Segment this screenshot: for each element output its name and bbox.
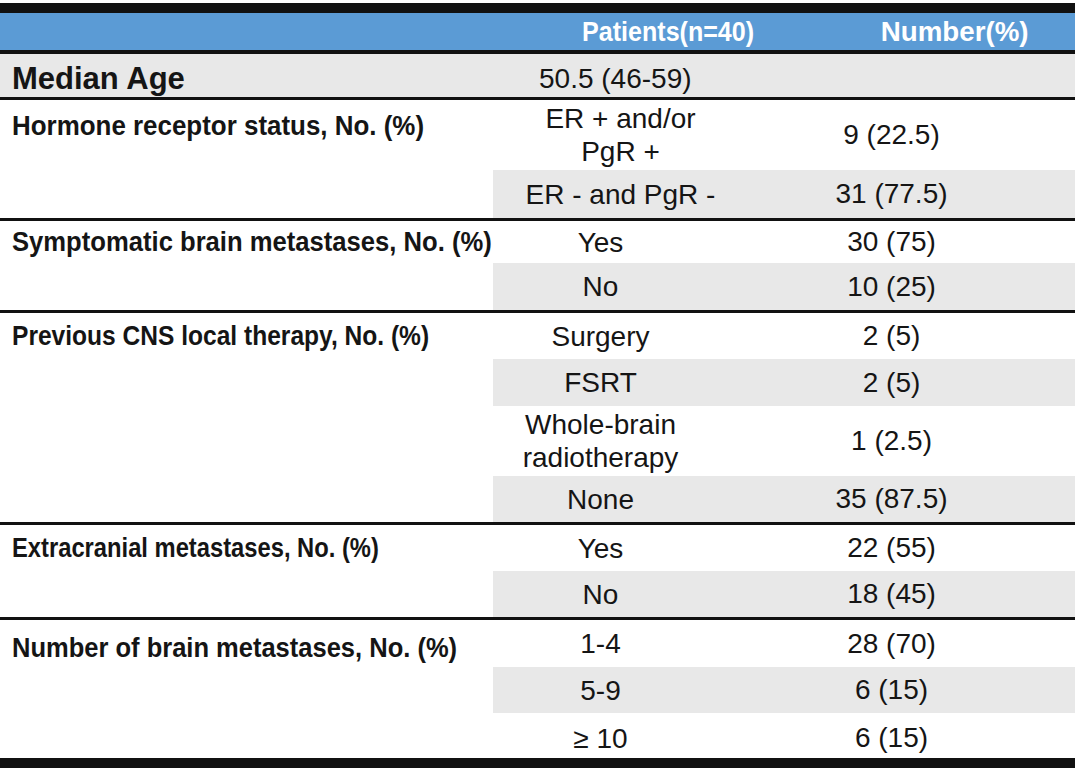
category-cell: Yes [493, 525, 708, 571]
value-cell: 18 (45) [708, 571, 1075, 617]
header-number-label: Number(%) [881, 16, 1029, 48]
row-label-text: Symptomatic brain metastases, No. (%) [12, 226, 492, 258]
value-cell: 6 (15) [708, 667, 1075, 713]
category-cell: No [493, 571, 708, 617]
group-extracranial: Extracranial metastases, No. (%) Yes 22 … [0, 525, 1075, 620]
category-cell: Whole-brain radiotherapy [493, 406, 708, 476]
row-label-previous-cns: Previous CNS local therapy, No. (%) [0, 313, 493, 359]
value-cell: 9 (22.5) [708, 100, 1075, 170]
row-label-symptomatic: Symptomatic brain metastases, No. (%) [0, 221, 493, 263]
category-cell: 1-4 [493, 620, 708, 667]
value-cell: 6 (15) [708, 713, 1075, 758]
row-label-text: Extracranial metastases, No. (%) [12, 532, 379, 564]
category-cell: 50.5 (46-59) [493, 54, 743, 97]
category-cell: ≥ 10 [493, 713, 708, 758]
group-hormone-receptor: Hormone receptor status, No. (%) ER + an… [0, 100, 1075, 221]
value-cell: 30 (75) [708, 221, 1075, 263]
row-label-number-brain-mets: Number of brain metastases, No. (%) [0, 620, 493, 667]
group-symptomatic: Symptomatic brain metastases, No. (%) Ye… [0, 221, 1075, 313]
row-label-text: Number of brain metastases, No. (%) [12, 632, 457, 664]
row-label-median-age: Median Age [0, 54, 493, 97]
category-cell: None [493, 476, 708, 522]
row-label-text: Hormone receptor status, No. (%) [12, 110, 424, 142]
patient-characteristics-table-page: Patients(n=40) Number(%) Median Age 50.5… [0, 0, 1080, 781]
category-cell: ER + and/or PgR + [513, 100, 728, 170]
value-cell: 2 (5) [708, 313, 1075, 359]
row-label-extracranial: Extracranial metastases, No. (%) [0, 525, 493, 571]
category-cell: Surgery [493, 313, 708, 359]
row-label-hormone: Hormone receptor status, No. (%) [0, 100, 493, 152]
value-cell: 22 (55) [708, 525, 1075, 571]
header-empty-cell [0, 13, 493, 50]
patient-characteristics-table: Patients(n=40) Number(%) Median Age 50.5… [0, 3, 1075, 768]
header-patients-label: Patients(n=40) [582, 16, 754, 48]
value-cell: 1 (2.5) [708, 406, 1075, 476]
value-cell: 10 (25) [708, 263, 1075, 310]
group-previous-cns: Previous CNS local therapy, No. (%) Surg… [0, 313, 1075, 525]
category-cell: No [493, 263, 708, 310]
category-cell: 5-9 [493, 667, 708, 713]
category-cell: FSRT [493, 359, 708, 406]
header-number-cell: Number(%) [708, 13, 1075, 50]
value-cell [743, 54, 1075, 97]
group-number-brain-mets: Number of brain metastases, No. (%) 1-4 … [0, 620, 1075, 758]
value-cell: 35 (87.5) [708, 476, 1075, 522]
table-header-row: Patients(n=40) Number(%) [0, 13, 1075, 54]
value-cell: 28 (70) [708, 620, 1075, 667]
row-label-text: Previous CNS local therapy, No. (%) [12, 320, 429, 352]
value-cell: 2 (5) [708, 359, 1075, 406]
row-label-text: Median Age [12, 61, 185, 97]
value-cell: 31 (77.5) [708, 170, 1075, 218]
header-patients-cell: Patients(n=40) [493, 13, 708, 50]
category-cell: Yes [493, 221, 708, 263]
category-cell: ER - and PgR - [513, 170, 728, 218]
group-median-age: Median Age 50.5 (46-59) [0, 54, 1075, 100]
